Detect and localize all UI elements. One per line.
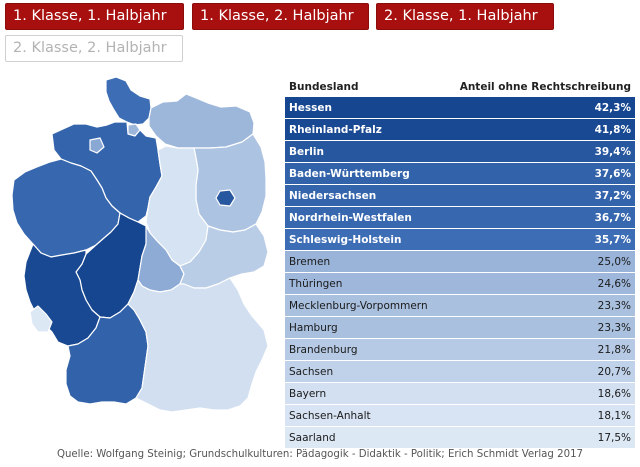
table-cell-state: Schleswig-Holstein — [289, 234, 402, 246]
table-row[interactable]: Niedersachsen 37,2% — [285, 184, 635, 206]
map-state-saarland[interactable] — [29, 305, 53, 333]
table-row[interactable]: Rheinland-Pfalz 41,8% — [285, 118, 635, 140]
table-row[interactable]: Schleswig-Holstein 35,7% — [285, 228, 635, 250]
table-row[interactable]: Hessen 42,3% — [285, 96, 635, 118]
table-cell-value: 17,5% — [597, 432, 631, 444]
ranking-table: Bundesland Anteil ohne Rechtschreibung H… — [285, 80, 635, 448]
map-state-bremen[interactable] — [89, 137, 105, 154]
table-row[interactable]: Bremen 25,0% — [285, 250, 635, 272]
table-cell-state: Nordrhein-Westfalen — [289, 212, 412, 224]
table-cell-value: 41,8% — [594, 124, 631, 136]
table-cell-state: Mecklenburg-Vorpommern — [289, 300, 428, 312]
tab-1-klasse-2-halbjahr[interactable]: 1. Klasse, 2. Halbjahr — [192, 3, 369, 30]
table-header: Bundesland Anteil ohne Rechtschreibung — [285, 80, 635, 96]
source-caption: Quelle: Wolfgang Steinig; Grundschulkult… — [56, 449, 584, 460]
table-cell-value: 23,3% — [597, 322, 631, 334]
table-cell-state: Baden-Württemberg — [289, 168, 410, 180]
table-cell-value: 25,0% — [597, 256, 631, 268]
table-cell-value: 20,7% — [597, 366, 631, 378]
table-cell-value: 37,6% — [594, 168, 631, 180]
table-row[interactable]: Saarland 17,5% — [285, 426, 635, 448]
table-row[interactable]: Berlin 39,4% — [285, 140, 635, 162]
table-row[interactable]: Bayern 18,6% — [285, 382, 635, 404]
table-cell-value: 18,1% — [597, 410, 631, 422]
table-row[interactable]: Thüringen 24,6% — [285, 272, 635, 294]
table-cell-state: Hessen — [289, 102, 333, 114]
table-cell-state: Sachsen-Anhalt — [289, 410, 371, 422]
table-body: Hessen 42,3% Rheinland-Pfalz 41,8% Berlin 39,… — [285, 96, 635, 448]
table-cell-state: Brandenburg — [289, 344, 358, 356]
table-row[interactable]: Mecklenburg-Vorpommern 23,3% — [285, 294, 635, 316]
tab-1-klasse-1-halbjahr[interactable]: 1. Klasse, 1. Halbjahr — [5, 3, 184, 30]
table-cell-state: Bremen — [289, 256, 331, 268]
table-cell-value: 42,3% — [594, 102, 631, 114]
table-cell-state: Bayern — [289, 388, 327, 400]
tab-2-klasse-1-halbjahr[interactable]: 2. Klasse, 1. Halbjahr — [376, 3, 554, 30]
table-cell-value: 35,7% — [594, 234, 631, 246]
table-cell-state: Berlin — [289, 146, 324, 158]
table-cell-value: 24,6% — [597, 278, 631, 290]
table-cell-value: 36,7% — [594, 212, 631, 224]
map-state-brandenburg[interactable] — [193, 133, 267, 233]
table-cell-state: Hamburg — [289, 322, 338, 334]
map-state-bayern[interactable] — [127, 277, 269, 413]
map-state-mecklenburg-vorpommern[interactable] — [148, 93, 255, 149]
table-cell-value: 37,2% — [594, 190, 631, 202]
map-state-schleswig-holstein[interactable] — [105, 76, 152, 126]
table-cell-state: Niedersachsen — [289, 190, 377, 202]
table-row[interactable]: Hamburg 23,3% — [285, 316, 635, 338]
map-state-berlin[interactable] — [215, 189, 236, 207]
column-header-bundesland: Bundesland — [289, 81, 359, 93]
table-cell-state: Rheinland-Pfalz — [289, 124, 382, 136]
table-row[interactable]: Brandenburg 21,8% — [285, 338, 635, 360]
table-row[interactable]: Baden-Württemberg 37,6% — [285, 162, 635, 184]
table-cell-value: 39,4% — [594, 146, 631, 158]
table-row[interactable]: Sachsen-Anhalt 18,1% — [285, 404, 635, 426]
table-cell-value: 18,6% — [597, 388, 631, 400]
table-cell-state: Thüringen — [289, 278, 343, 290]
table-cell-value: 21,8% — [597, 344, 631, 356]
germany-map — [11, 76, 269, 413]
table-cell-state: Saarland — [289, 432, 336, 444]
table-cell-state: Sachsen — [289, 366, 334, 378]
tab-2-klasse-2-halbjahr[interactable]: 2. Klasse, 2. Halbjahr — [5, 35, 183, 62]
table-row[interactable]: Nordrhein-Westfalen 36,7% — [285, 206, 635, 228]
table-row[interactable]: Sachsen 20,7% — [285, 360, 635, 382]
column-header-anteil: Anteil ohne Rechtschreibung — [459, 81, 631, 93]
table-cell-value: 23,3% — [597, 300, 631, 312]
